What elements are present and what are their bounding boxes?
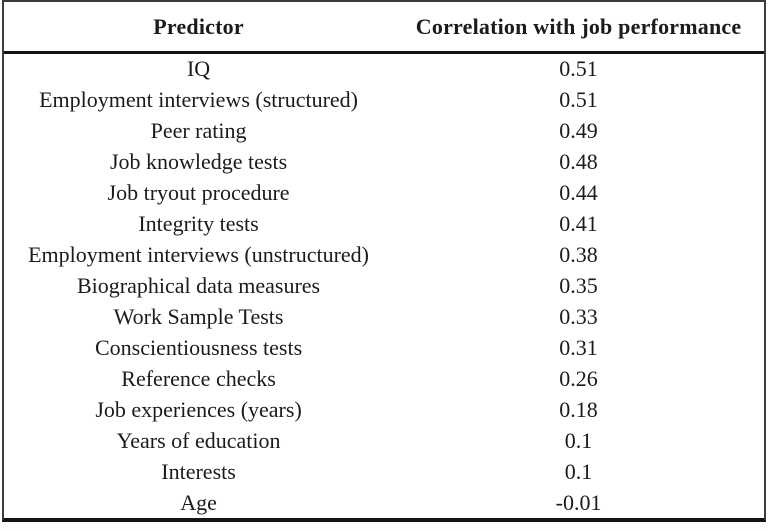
predictor-cell: Conscientiousness tests — [94, 334, 303, 360]
table-row: IQ 0.51 — [4, 54, 764, 85]
correlation-cell: 0.18 — [559, 396, 598, 422]
table-header-row: Predictor Correlation with job performan… — [4, 2, 764, 54]
predictor-cell: Age — [180, 489, 217, 515]
correlation-cell: 0.51 — [559, 87, 598, 113]
table-row: Job knowledge tests 0.48 — [4, 147, 764, 178]
predictor-validity-table: Predictor Correlation with job performan… — [2, 0, 766, 522]
table-row: Biographical data measures 0.35 — [4, 271, 764, 302]
predictor-cell: Job knowledge tests — [109, 149, 288, 175]
column-header-predictor: Predictor — [153, 13, 244, 39]
correlation-cell: 0.48 — [559, 149, 598, 175]
predictor-cell: Job experiences (years) — [95, 396, 302, 422]
predictor-cell: Employment interviews (structured) — [39, 87, 359, 113]
predictor-cell: Interests — [161, 458, 236, 484]
predictor-cell: Work Sample Tests — [113, 303, 284, 329]
table-row: Reference checks 0.26 — [4, 363, 764, 394]
predictor-cell: Biographical data measures — [76, 273, 321, 299]
predictor-cell: IQ — [186, 56, 211, 82]
predictor-cell: Job tryout procedure — [107, 180, 290, 206]
table-row: Work Sample Tests 0.33 — [4, 302, 764, 333]
table-row: Conscientiousness tests 0.31 — [4, 332, 764, 363]
correlation-cell: 0.38 — [559, 242, 598, 268]
correlation-cell: 0.41 — [559, 211, 598, 237]
predictor-cell: Reference checks — [121, 365, 276, 391]
column-header-correlation: Correlation with job performance — [415, 13, 742, 39]
table-row: Employment interviews (unstructured) 0.3… — [4, 240, 764, 271]
correlation-cell: 0.35 — [559, 273, 598, 299]
table-row: Years of education 0.1 — [4, 425, 764, 456]
correlation-cell: 0.26 — [559, 365, 598, 391]
table-body: IQ 0.51 Employment interviews (structure… — [4, 54, 764, 518]
correlation-cell: 0.1 — [564, 458, 593, 484]
predictor-cell: Peer rating — [150, 118, 247, 144]
predictor-cell: Years of education — [116, 427, 281, 453]
predictor-cell: Integrity tests — [138, 211, 259, 237]
table-row: Integrity tests 0.41 — [4, 209, 764, 240]
table-row: Job tryout procedure 0.44 — [4, 178, 764, 209]
correlation-cell: -0.01 — [555, 489, 602, 515]
predictor-cell: Employment interviews (unstructured) — [28, 242, 370, 268]
table-row: Interests 0.1 — [4, 456, 764, 487]
correlation-cell: 0.31 — [559, 334, 598, 360]
correlation-cell: 0.51 — [559, 56, 598, 82]
correlation-cell: 0.1 — [564, 427, 593, 453]
correlation-cell: 0.44 — [559, 180, 598, 206]
table-row: Job experiences (years) 0.18 — [4, 394, 764, 425]
correlation-cell: 0.49 — [559, 118, 598, 144]
table-row: Employment interviews (structured) 0.51 — [4, 85, 764, 116]
table-row: Peer rating 0.49 — [4, 116, 764, 147]
correlation-cell: 0.33 — [559, 303, 598, 329]
table-row: Age -0.01 — [4, 487, 764, 518]
